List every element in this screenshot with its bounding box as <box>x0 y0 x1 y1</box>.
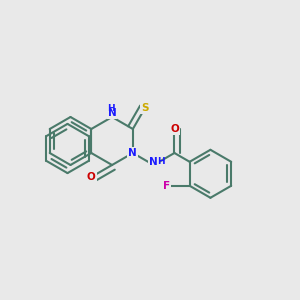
Text: F: F <box>163 181 170 191</box>
Text: N: N <box>108 108 116 118</box>
Text: N: N <box>128 148 137 158</box>
Text: H: H <box>157 158 165 166</box>
Text: S: S <box>141 103 148 113</box>
Text: H: H <box>107 104 115 113</box>
Text: O: O <box>87 172 96 182</box>
Text: N: N <box>149 157 158 167</box>
Text: O: O <box>170 124 179 134</box>
